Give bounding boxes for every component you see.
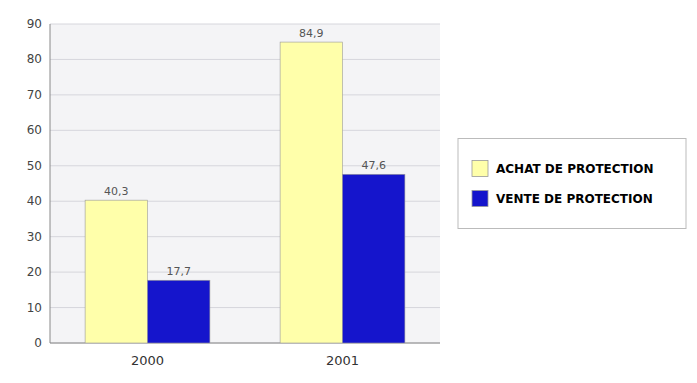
bar xyxy=(85,200,147,343)
bars xyxy=(85,42,405,343)
data-label: 40,3 xyxy=(104,185,129,198)
y-tick-label: 40 xyxy=(27,194,42,208)
bar xyxy=(280,42,342,343)
data-label: 47,6 xyxy=(361,159,386,172)
legend-label: ACHAT DE PROTECTION xyxy=(496,162,654,176)
x-tick-label: 2000 xyxy=(131,353,164,368)
data-label: 84,9 xyxy=(299,27,324,40)
y-tick-label: 0 xyxy=(34,336,42,350)
y-tick-label: 10 xyxy=(27,301,42,315)
bar xyxy=(148,280,210,343)
y-tick-label: 80 xyxy=(27,52,42,66)
x-tick-label: 2001 xyxy=(326,353,359,368)
legend-swatch xyxy=(472,191,488,207)
y-tick-label: 30 xyxy=(27,230,42,244)
grid-line xyxy=(50,94,440,95)
legend-box xyxy=(458,139,686,229)
y-tick-label: 60 xyxy=(27,123,42,137)
data-labels: 40,3 17,7 84,9 47,6 xyxy=(104,27,386,278)
bar xyxy=(343,174,405,343)
chart-svg: 0 10 20 30 40 50 60 70 80 90 40,3 17,7 84,9 47,6 2000 2… xyxy=(0,0,697,383)
grid-line xyxy=(50,24,440,25)
data-label: 17,7 xyxy=(166,265,191,278)
grid-line xyxy=(50,130,440,131)
y-tick-label: 70 xyxy=(27,88,42,102)
y-tick-label: 20 xyxy=(27,265,42,279)
y-axis-line xyxy=(50,24,51,343)
plot-background xyxy=(50,24,440,343)
legend-swatch xyxy=(472,161,488,177)
y-tick-label: 50 xyxy=(27,159,42,173)
legend: ACHAT DE PROTECTION VENTE DE PROTECTION xyxy=(458,139,686,229)
grid-line xyxy=(50,59,440,60)
legend-label: VENTE DE PROTECTION xyxy=(496,192,653,206)
chart-container: 0 10 20 30 40 50 60 70 80 90 40,3 17,7 84,9 47,6 2000 2… xyxy=(0,0,697,383)
y-tick-label: 90 xyxy=(27,17,42,31)
